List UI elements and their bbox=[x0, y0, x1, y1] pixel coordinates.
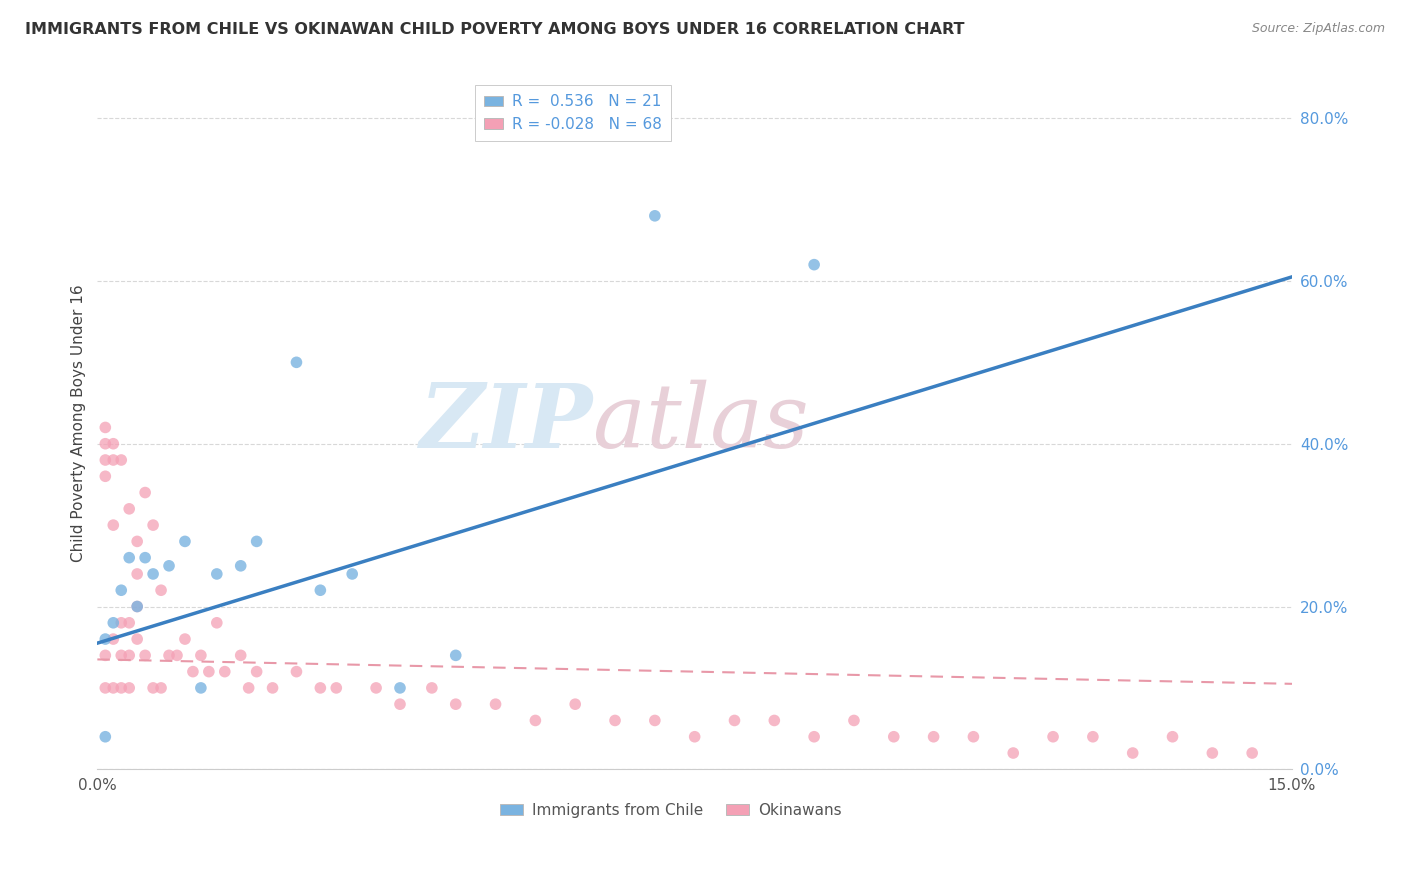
Point bbox=[142, 566, 165, 581]
Point bbox=[205, 615, 228, 630]
Point bbox=[683, 730, 706, 744]
Point bbox=[94, 730, 117, 744]
Point bbox=[246, 665, 269, 679]
Point bbox=[198, 665, 221, 679]
Point bbox=[444, 697, 467, 711]
Point bbox=[134, 648, 156, 663]
Point bbox=[157, 648, 180, 663]
Point bbox=[127, 534, 149, 549]
Point bbox=[94, 469, 117, 483]
Point bbox=[644, 714, 666, 728]
Point bbox=[1122, 746, 1144, 760]
Point bbox=[1241, 746, 1264, 760]
Point bbox=[94, 436, 117, 450]
Point bbox=[134, 485, 156, 500]
Point bbox=[309, 681, 332, 695]
Point bbox=[103, 632, 125, 646]
Point bbox=[564, 697, 586, 711]
Point bbox=[962, 730, 984, 744]
Point bbox=[190, 648, 212, 663]
Point bbox=[103, 681, 125, 695]
Point bbox=[524, 714, 547, 728]
Point bbox=[388, 697, 411, 711]
Point bbox=[118, 615, 141, 630]
Point bbox=[118, 550, 141, 565]
Point bbox=[444, 648, 467, 663]
Point bbox=[127, 599, 149, 614]
Point bbox=[1002, 746, 1025, 760]
Point bbox=[1081, 730, 1104, 744]
Point bbox=[174, 632, 197, 646]
Point bbox=[420, 681, 443, 695]
Point bbox=[763, 714, 786, 728]
Point bbox=[238, 681, 260, 695]
Point bbox=[118, 648, 141, 663]
Point bbox=[127, 566, 149, 581]
Point bbox=[134, 550, 156, 565]
Point bbox=[110, 583, 132, 598]
Point bbox=[118, 681, 141, 695]
Point bbox=[1201, 746, 1223, 760]
Point bbox=[94, 681, 117, 695]
Point bbox=[246, 534, 269, 549]
Point bbox=[181, 665, 204, 679]
Point bbox=[94, 420, 117, 434]
Point bbox=[103, 436, 125, 450]
Point bbox=[110, 648, 132, 663]
Point bbox=[103, 518, 125, 533]
Point bbox=[110, 615, 132, 630]
Point bbox=[94, 453, 117, 467]
Point bbox=[803, 258, 825, 272]
Point bbox=[388, 681, 411, 695]
Point bbox=[150, 681, 173, 695]
Point bbox=[127, 632, 149, 646]
Point bbox=[229, 558, 252, 573]
Point bbox=[127, 599, 149, 614]
Point bbox=[150, 583, 173, 598]
Point bbox=[285, 355, 308, 369]
Point bbox=[484, 697, 506, 711]
Point bbox=[842, 714, 865, 728]
Point bbox=[1161, 730, 1184, 744]
Text: atlas: atlas bbox=[593, 380, 808, 467]
Point bbox=[214, 665, 236, 679]
Point bbox=[190, 681, 212, 695]
Point bbox=[94, 632, 117, 646]
Point bbox=[342, 566, 364, 581]
Point bbox=[309, 583, 332, 598]
Point bbox=[103, 453, 125, 467]
Point bbox=[803, 730, 825, 744]
Text: Source: ZipAtlas.com: Source: ZipAtlas.com bbox=[1251, 22, 1385, 36]
Point bbox=[1042, 730, 1064, 744]
Point bbox=[723, 714, 745, 728]
Text: ZIP: ZIP bbox=[420, 380, 593, 467]
Point bbox=[262, 681, 284, 695]
Point bbox=[142, 518, 165, 533]
Point bbox=[603, 714, 626, 728]
Point bbox=[285, 665, 308, 679]
Point bbox=[103, 615, 125, 630]
Point bbox=[922, 730, 945, 744]
Point bbox=[157, 558, 180, 573]
Point bbox=[142, 681, 165, 695]
Point bbox=[166, 648, 188, 663]
Point bbox=[364, 681, 387, 695]
Legend: Immigrants from Chile, Okinawans: Immigrants from Chile, Okinawans bbox=[494, 797, 848, 824]
Point bbox=[110, 681, 132, 695]
Point bbox=[325, 681, 347, 695]
Point bbox=[94, 648, 117, 663]
Y-axis label: Child Poverty Among Boys Under 16: Child Poverty Among Boys Under 16 bbox=[72, 285, 86, 562]
Text: IMMIGRANTS FROM CHILE VS OKINAWAN CHILD POVERTY AMONG BOYS UNDER 16 CORRELATION : IMMIGRANTS FROM CHILE VS OKINAWAN CHILD … bbox=[25, 22, 965, 37]
Point bbox=[644, 209, 666, 223]
Point bbox=[110, 453, 132, 467]
Point bbox=[174, 534, 197, 549]
Point bbox=[883, 730, 905, 744]
Point bbox=[229, 648, 252, 663]
Point bbox=[118, 501, 141, 516]
Point bbox=[205, 566, 228, 581]
